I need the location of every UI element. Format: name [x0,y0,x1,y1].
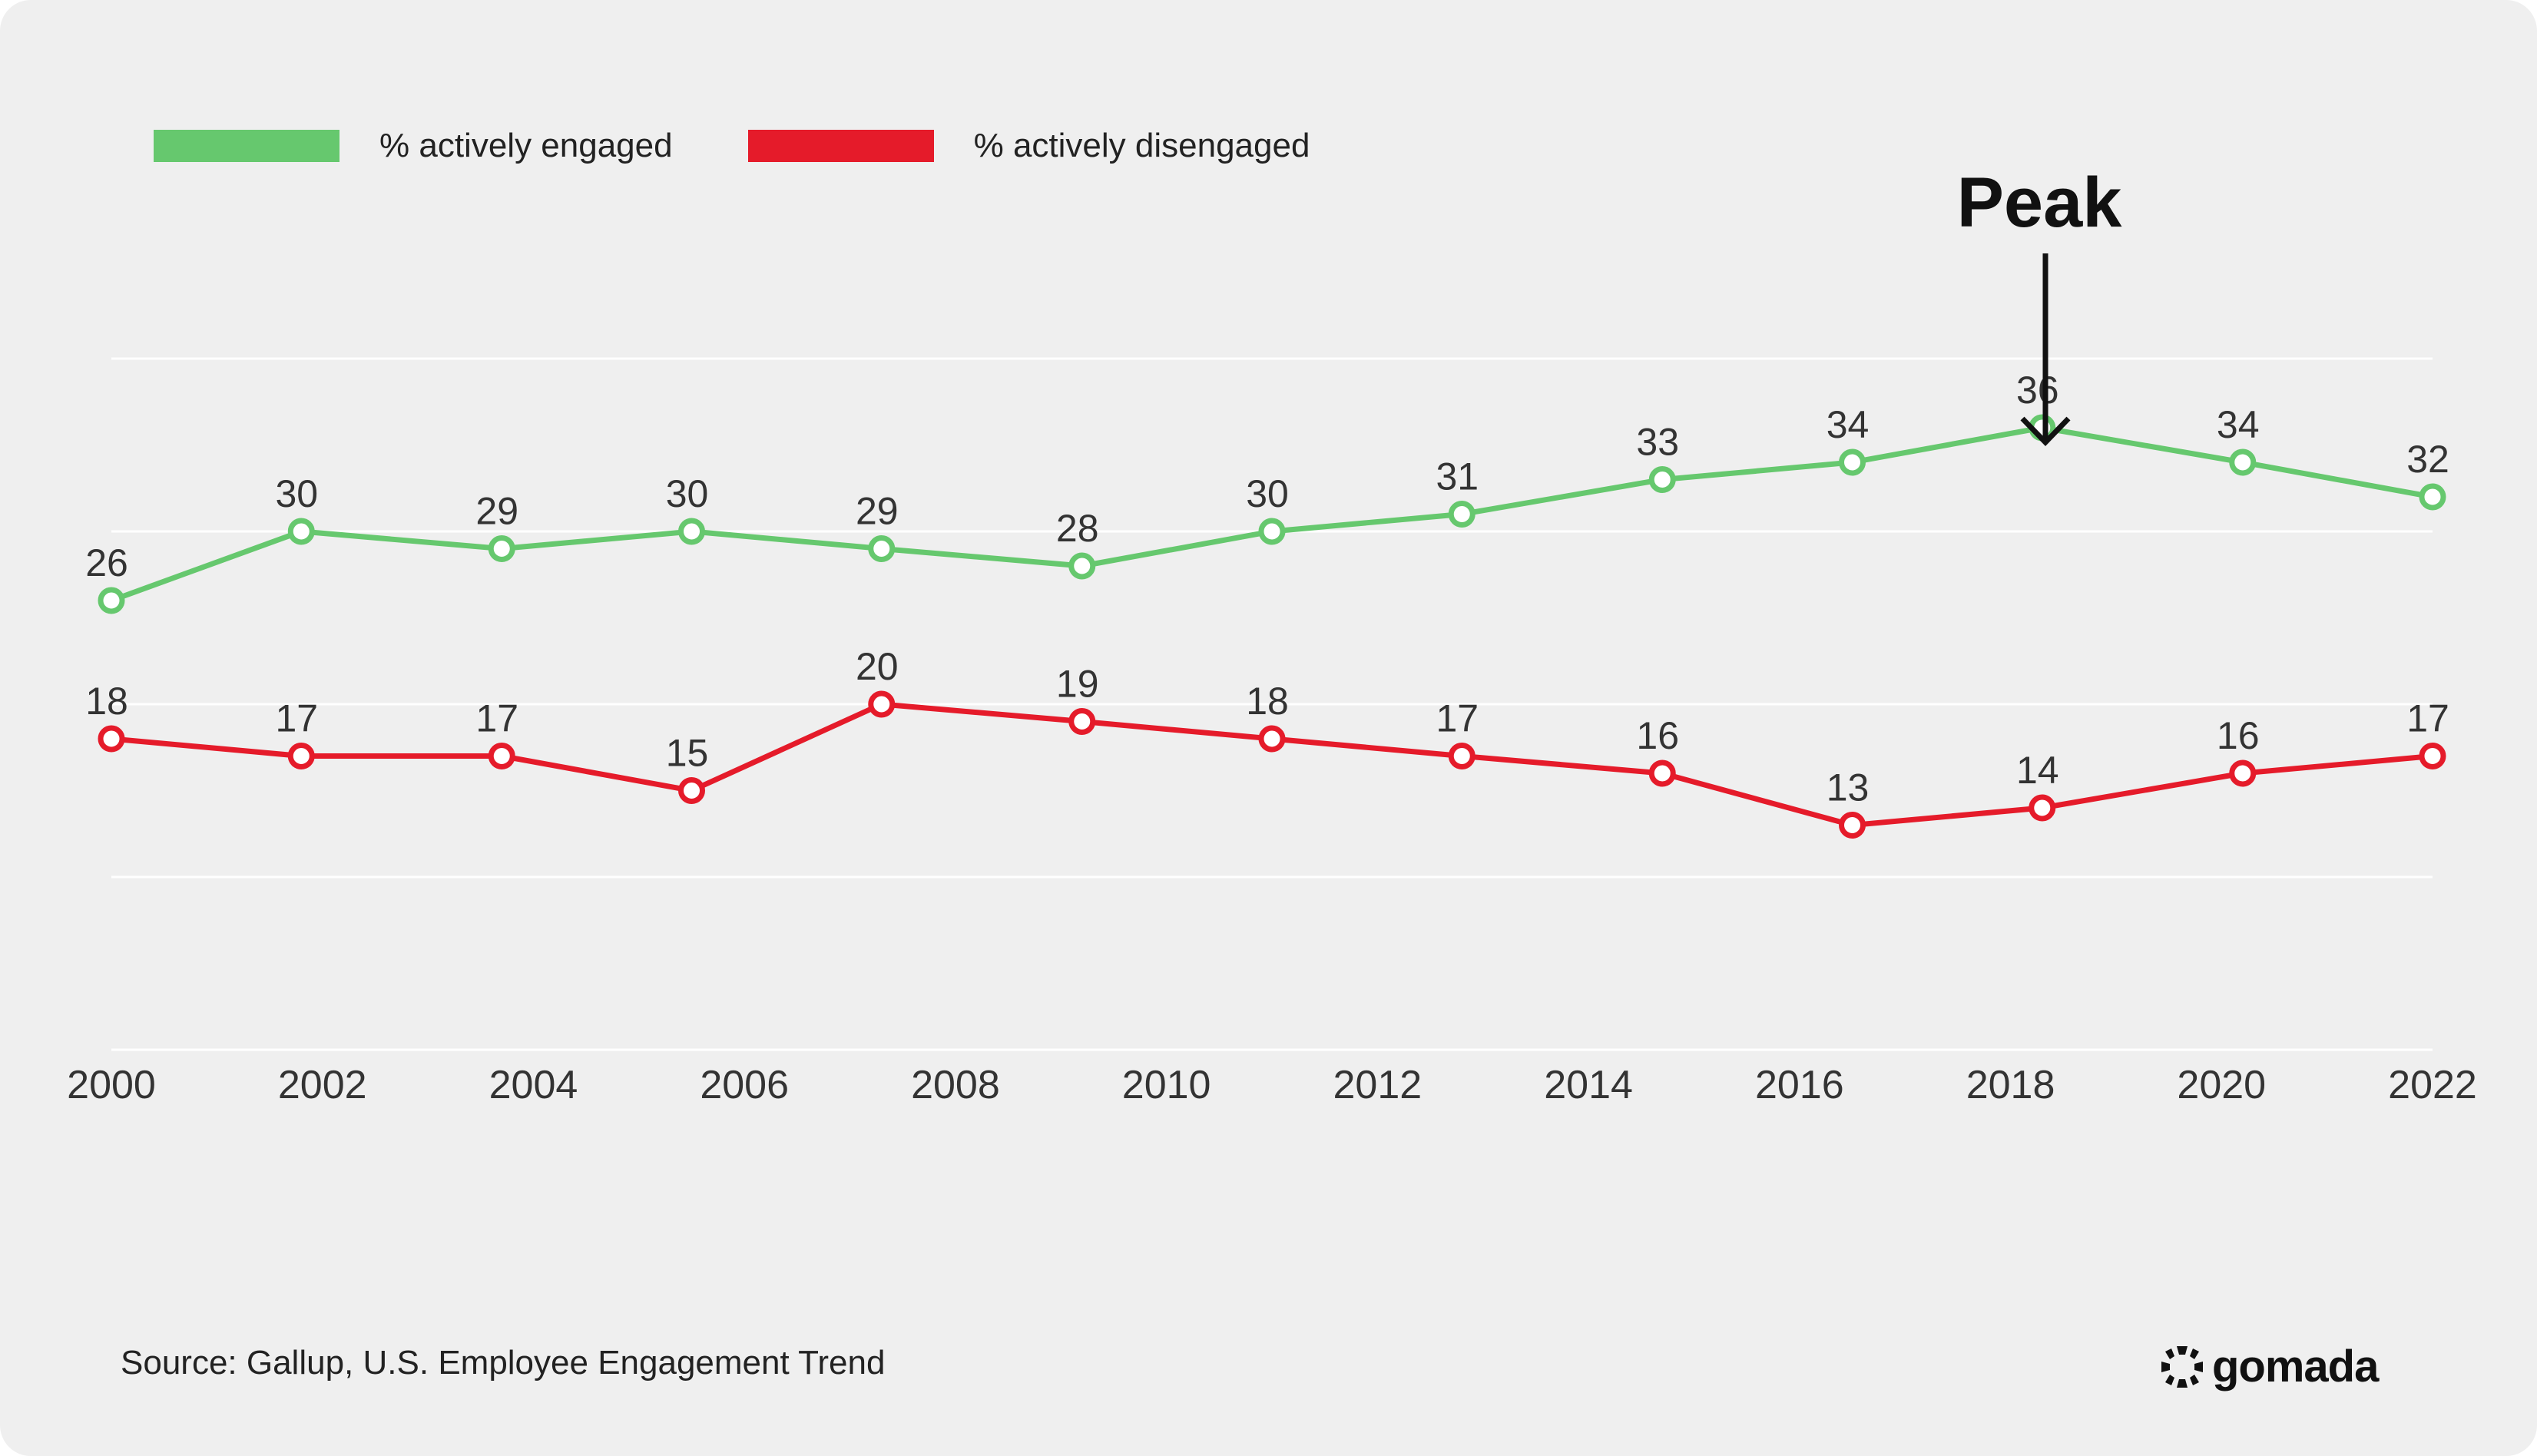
point-engaged-6 [1258,518,1286,545]
value-label-engaged-4: 29 [856,490,899,533]
x-tick-2012: 2012 [1333,1063,1423,1107]
gomada-logo-icon [2161,1345,2203,1388]
point-engaged-1 [287,518,315,545]
value-label-engaged-1: 30 [275,472,318,515]
value-label-disengaged-11: 16 [2217,714,2260,757]
value-label-engaged-2: 29 [475,490,518,533]
brand-logo: gomada [2160,1341,2379,1392]
down-arrow-icon [2020,253,2071,447]
logo-text: gomada [2212,1342,2379,1391]
point-engaged-2 [488,535,515,562]
legend-item-disengaged: % actively disengaged [747,127,1310,165]
x-tick-2018: 2018 [1966,1063,2055,1107]
source-note: Source: Gallup, U.S. Employee Engagement… [121,1344,885,1382]
source-prefix: Source: Gallup, [121,1344,354,1382]
source-title: U.S. Employee Engagement Trend [363,1344,886,1382]
point-engaged-9 [1839,448,1866,476]
value-label-disengaged-5: 19 [1056,663,1099,706]
point-engaged-12 [2419,483,2446,511]
value-label-disengaged-6: 18 [1246,680,1289,723]
value-label-disengaged-4: 20 [856,645,899,688]
point-disengaged-1 [287,743,315,769]
legend-swatch-engaged [154,130,339,162]
value-label-engaged-10: 36 [2016,369,2059,412]
value-label-disengaged-12: 17 [2406,697,2449,740]
x-tick-2004: 2004 [489,1063,578,1107]
value-label-engaged-5: 28 [1056,507,1099,550]
x-tick-2022: 2022 [2388,1063,2477,1107]
point-disengaged-3 [678,777,705,804]
x-tick-2010: 2010 [1122,1063,1211,1107]
point-engaged-7 [1448,501,1476,528]
value-label-disengaged-3: 15 [666,732,709,775]
x-tick-2008: 2008 [911,1063,1000,1107]
value-label-disengaged-7: 17 [1436,697,1479,740]
x-tick-2002: 2002 [278,1063,367,1107]
point-disengaged-4 [868,690,896,718]
value-label-engaged-3: 30 [666,472,709,515]
series-engaged: 26 30 29 30 29 28 30 31 33 34 36 34 32 [85,369,2449,614]
value-label-disengaged-9: 13 [1827,766,1870,809]
point-disengaged-9 [1839,812,1866,839]
value-label-engaged-8: 33 [1636,421,1679,464]
point-disengaged-6 [1258,725,1286,753]
peak-annotation: Peak [1957,164,2123,447]
x-tick-2020: 2020 [2177,1063,2266,1107]
value-label-engaged-0: 26 [85,541,128,584]
value-label-engaged-6: 30 [1246,472,1289,515]
legend-label-engaged: % actively engaged [379,127,673,164]
legend-label-disengaged: % actively disengaged [973,127,1310,164]
peak-label: Peak [1957,164,2123,242]
point-engaged-5 [1068,552,1096,580]
legend-item-engaged: % actively engaged [154,127,673,165]
point-disengaged-5 [1068,708,1096,735]
value-label-disengaged-1: 17 [275,697,318,740]
value-label-disengaged-2: 17 [475,697,518,740]
point-engaged-0 [98,587,125,614]
x-axis-ticks: 2000 2002 2004 2006 2008 2010 2012 2014 2016 2018… [67,1063,2477,1107]
point-engaged-8 [1648,466,1676,493]
point-disengaged-10 [2029,794,2056,822]
point-disengaged-11 [2229,759,2257,787]
point-engaged-4 [868,535,896,562]
x-tick-2016: 2016 [1755,1063,1844,1107]
point-disengaged-2 [488,743,515,769]
point-engaged-3 [678,518,705,545]
value-label-disengaged-10: 14 [2016,749,2059,792]
point-disengaged-12 [2419,743,2446,769]
point-engaged-11 [2229,448,2257,476]
value-label-engaged-12: 32 [2406,438,2449,481]
legend: % actively engaged % actively disengaged [154,127,1385,165]
value-label-engaged-9: 34 [1827,403,1870,446]
point-disengaged-7 [1448,743,1476,769]
x-tick-2000: 2000 [67,1063,156,1107]
point-disengaged-8 [1648,759,1676,787]
value-label-disengaged-0: 18 [85,680,128,723]
series-disengaged: 18 17 17 15 20 19 18 17 16 13 14 16 17 [85,645,2449,839]
x-tick-2006: 2006 [700,1063,789,1107]
value-label-disengaged-8: 16 [1636,714,1679,757]
x-tick-2014: 2014 [1544,1063,1633,1107]
value-label-engaged-7: 31 [1436,455,1479,498]
point-disengaged-0 [98,725,125,753]
value-label-engaged-11: 34 [2217,403,2260,446]
legend-swatch-disengaged [747,130,934,162]
